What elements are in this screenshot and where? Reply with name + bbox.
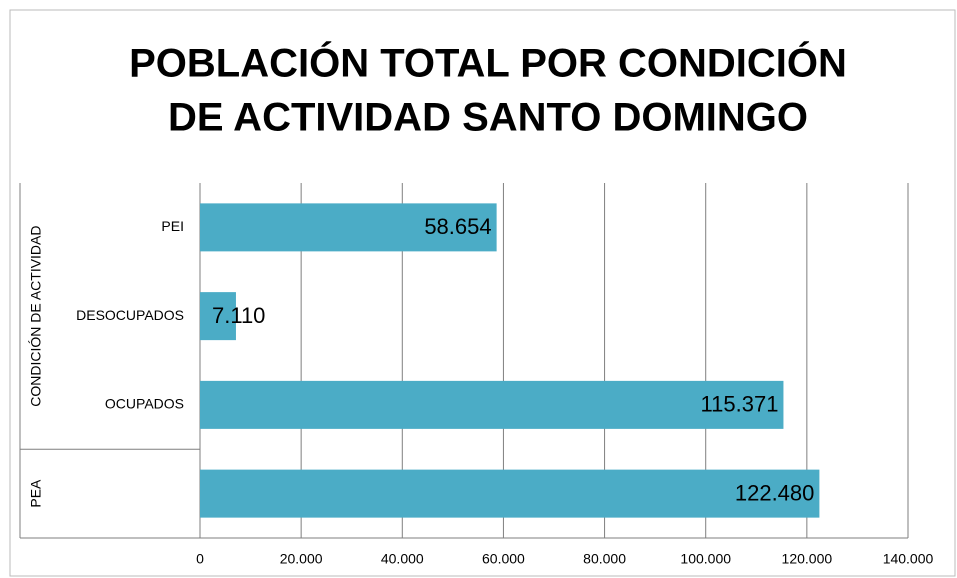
bar — [200, 203, 497, 252]
x-tick-label: 0 — [196, 551, 204, 567]
chart-border — [9, 9, 956, 577]
chart-title: POBLACIÓN TOTAL POR CONDICIÓN — [129, 40, 847, 86]
x-tick-label: 60.000 — [482, 551, 525, 567]
x-tick-label: 20.000 — [280, 551, 323, 567]
x-tick-label: 40.000 — [381, 551, 424, 567]
data-label: 115.371 — [701, 392, 779, 417]
x-tick-label: 100.000 — [680, 551, 731, 567]
y-tick-label: OCUPADOS — [105, 396, 184, 412]
chart-title: DE ACTIVIDAD SANTO DOMINGO — [168, 96, 808, 140]
x-tick-label: 140.000 — [883, 551, 934, 567]
y-tick-label: DESOCUPADOS — [76, 307, 184, 323]
x-tick-label: 80.000 — [583, 551, 626, 567]
group-label: CONDICIÓN DE ACTIVIDAD — [28, 226, 44, 407]
data-label: 58.654 — [424, 214, 491, 239]
group-label: PEA — [28, 479, 44, 508]
data-label: 7.110 — [212, 303, 265, 328]
data-label: 122.480 — [735, 480, 815, 505]
bar — [200, 380, 784, 429]
x-tick-label: 120.000 — [782, 551, 833, 567]
bar — [200, 469, 820, 518]
bar — [200, 292, 236, 341]
y-tick-label: PEI — [161, 218, 184, 234]
